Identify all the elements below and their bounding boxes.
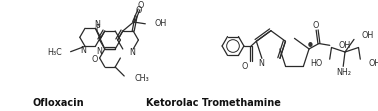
Text: O: O [135,6,141,15]
Text: OH: OH [362,31,374,40]
Text: CH₃: CH₃ [134,73,149,82]
Text: N: N [94,20,100,29]
Text: O: O [91,55,98,63]
Text: N: N [80,46,86,55]
Text: N: N [96,47,102,56]
Text: OH: OH [154,19,167,28]
Text: N: N [129,48,135,56]
Text: OH: OH [339,41,351,50]
Text: •: • [305,39,314,54]
Text: O: O [313,21,319,30]
Text: N: N [258,59,264,68]
Text: OH: OH [368,59,378,68]
Text: Ofloxacin: Ofloxacin [33,98,84,108]
Text: H₃C: H₃C [47,48,62,57]
Text: O: O [242,62,248,71]
Text: Ketorolac Tromethamine: Ketorolac Tromethamine [146,98,281,108]
Text: F: F [96,24,100,33]
Text: NH₂: NH₂ [337,68,352,77]
Text: O: O [138,1,144,10]
Text: HO: HO [310,59,323,68]
